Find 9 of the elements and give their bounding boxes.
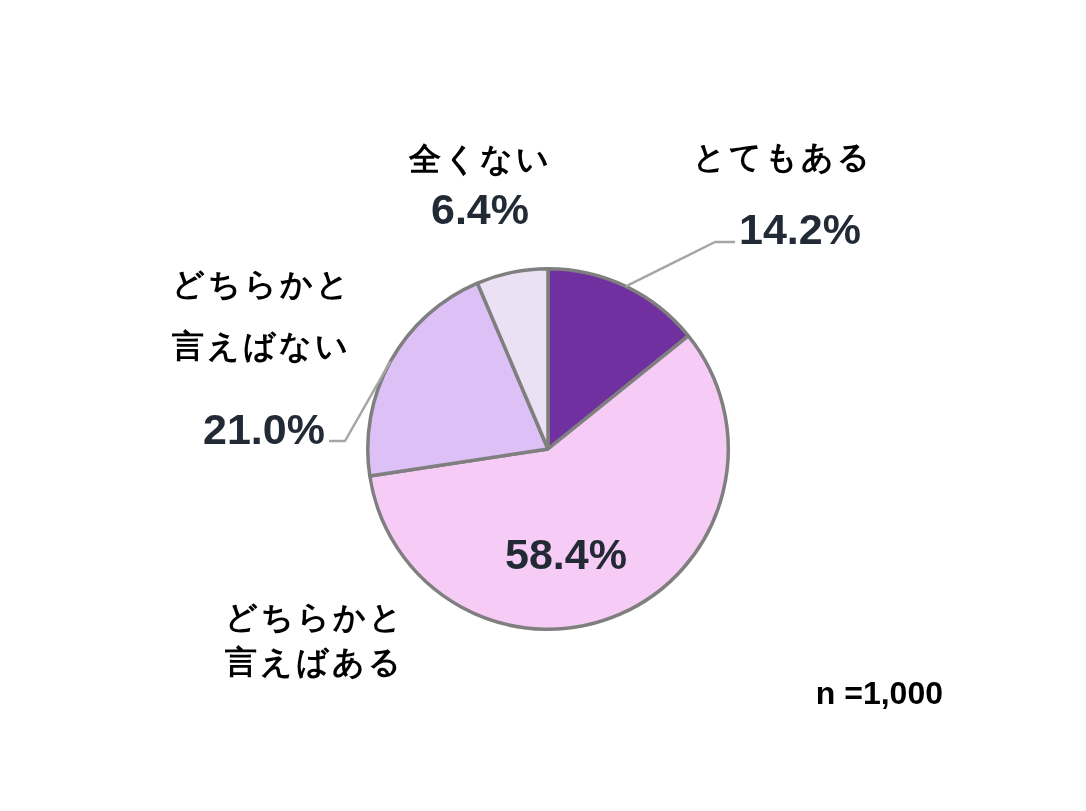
slice-label: どちらかと言えばない — [171, 265, 352, 366]
data-label: 21.0% — [203, 404, 325, 453]
data-label: 6.4% — [430, 184, 530, 233]
slice-label: 全くない — [407, 140, 552, 179]
slice-label: とてもある — [693, 138, 873, 177]
text: n =1,000 — [815, 674, 943, 711]
data-label: 58.4% — [505, 529, 627, 578]
slice-label: どちらかと言えばある — [224, 598, 405, 682]
data-label: 14.2% — [739, 204, 861, 253]
